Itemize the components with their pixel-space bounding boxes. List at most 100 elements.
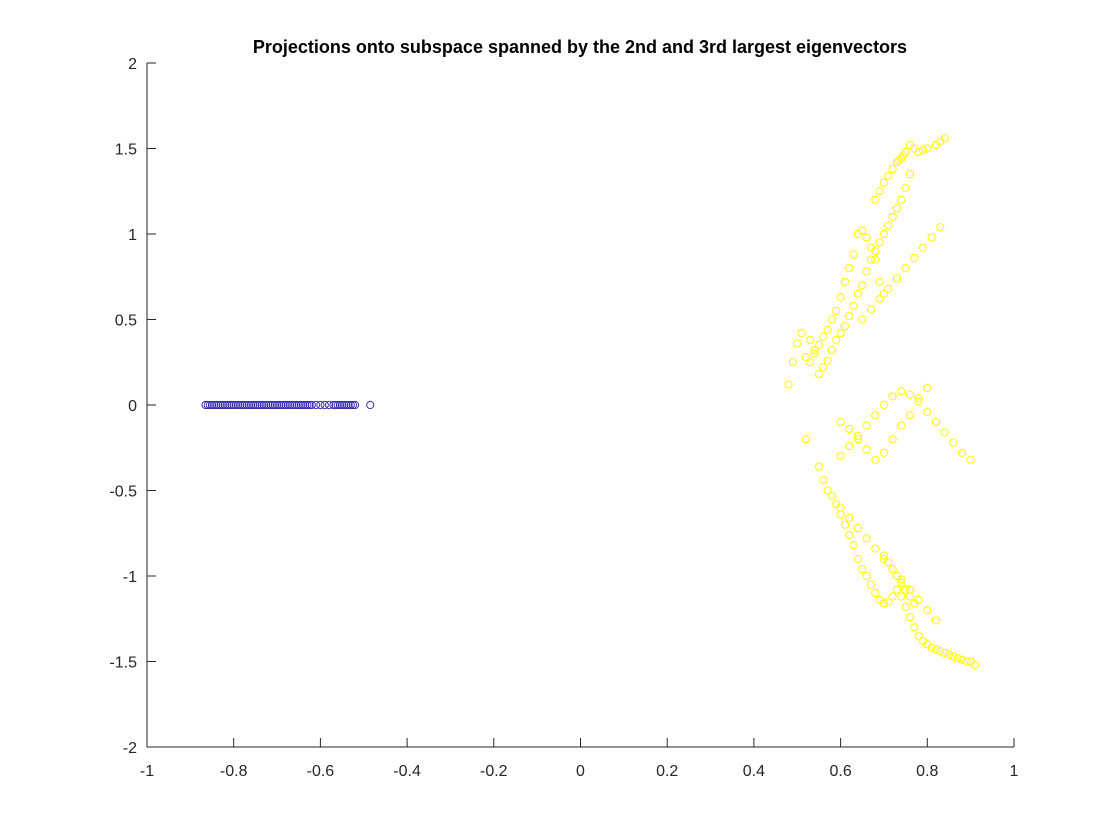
data-point xyxy=(858,281,867,290)
data-point xyxy=(845,530,854,540)
data-point xyxy=(905,170,915,179)
data-point xyxy=(788,358,798,367)
data-point xyxy=(871,589,880,598)
data-point xyxy=(862,233,871,242)
data-point xyxy=(905,585,915,594)
data-point xyxy=(871,544,880,553)
data-point xyxy=(819,332,828,341)
x-tick-label: 0.4 xyxy=(743,763,765,780)
data-point xyxy=(236,400,245,410)
data-point xyxy=(827,315,837,324)
data-point xyxy=(337,400,347,410)
data-point xyxy=(866,243,876,252)
data-point xyxy=(923,407,932,416)
data-point xyxy=(836,452,845,461)
data-point xyxy=(879,551,889,560)
data-point xyxy=(853,289,863,298)
data-point xyxy=(801,353,811,362)
data-point xyxy=(927,233,936,242)
data-point xyxy=(849,250,858,259)
y-tick-label: 1.5 xyxy=(115,142,137,159)
data-point xyxy=(901,602,910,611)
y-tick-label: 2 xyxy=(128,56,137,73)
data-point xyxy=(298,400,308,410)
data-point xyxy=(879,289,889,298)
data-point xyxy=(895,156,904,165)
x-tick-label: -1 xyxy=(140,763,154,780)
data-point xyxy=(832,306,841,316)
data-point xyxy=(918,146,928,155)
data-point xyxy=(901,183,910,192)
data-point xyxy=(866,305,876,314)
data-point xyxy=(212,400,221,410)
data-point xyxy=(862,445,871,454)
data-point xyxy=(227,400,236,410)
data-point xyxy=(331,400,340,410)
data-point xyxy=(257,400,266,410)
data-point xyxy=(285,400,295,410)
data-point xyxy=(949,438,958,447)
data-point xyxy=(249,400,258,410)
data-point xyxy=(892,585,902,594)
axes xyxy=(146,63,1014,748)
data-point xyxy=(862,571,871,581)
data-point xyxy=(819,363,828,372)
data-point xyxy=(927,643,936,652)
data-point xyxy=(348,400,358,410)
data-point xyxy=(953,653,962,663)
data-point xyxy=(966,455,975,464)
data-point xyxy=(923,383,932,392)
data-point xyxy=(281,400,290,410)
data-point xyxy=(275,400,284,410)
data-point xyxy=(845,311,854,321)
series-layer xyxy=(201,134,980,670)
data-point xyxy=(853,229,863,239)
data-point xyxy=(931,140,941,150)
data-point xyxy=(914,394,923,403)
data-point xyxy=(840,277,850,286)
data-point xyxy=(283,400,292,410)
data-point xyxy=(879,229,889,239)
data-point xyxy=(897,421,906,430)
data-point xyxy=(793,339,802,348)
data-point xyxy=(270,400,279,410)
data-point xyxy=(914,631,923,640)
data-point xyxy=(277,400,286,410)
data-point xyxy=(819,476,828,485)
data-point xyxy=(897,195,906,204)
data-point xyxy=(862,534,871,543)
data-point xyxy=(884,171,893,180)
data-point xyxy=(810,346,819,355)
x-tick-label: -0.6 xyxy=(307,763,335,780)
data-point xyxy=(242,400,251,410)
data-point xyxy=(897,578,906,587)
data-point xyxy=(944,650,954,659)
data-point xyxy=(311,400,321,410)
data-point xyxy=(853,554,863,564)
data-point xyxy=(836,510,845,519)
data-point xyxy=(936,223,945,232)
data-point xyxy=(923,144,932,153)
data-point xyxy=(205,400,214,410)
data-point xyxy=(875,187,884,196)
data-point xyxy=(931,418,941,427)
data-point xyxy=(279,400,288,410)
data-point xyxy=(905,612,915,622)
data-point xyxy=(845,513,854,522)
series-2 xyxy=(784,134,980,670)
data-point xyxy=(888,212,897,221)
data-point xyxy=(931,616,941,625)
data-point xyxy=(806,358,815,367)
data-point xyxy=(220,400,230,410)
data-point xyxy=(849,301,858,310)
data-point xyxy=(905,390,915,399)
data-point xyxy=(862,421,871,430)
data-point xyxy=(784,380,793,389)
data-point xyxy=(259,400,269,410)
data-point xyxy=(251,400,260,410)
data-point xyxy=(827,346,837,355)
data-point xyxy=(292,400,301,410)
y-tick-label: 0 xyxy=(128,398,137,415)
data-point xyxy=(316,400,325,410)
